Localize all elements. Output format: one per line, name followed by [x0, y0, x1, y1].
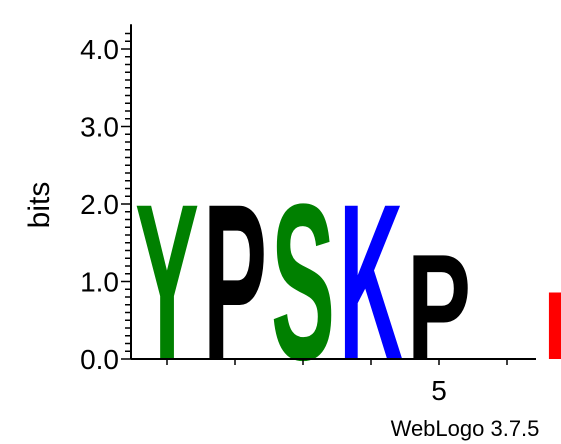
y-axis: 0.0 1.0 2.0 3.0 4.0: [80, 24, 132, 375]
y-tick-label: 2.0: [80, 189, 119, 220]
y-tick-label: 3.0: [80, 112, 119, 143]
logo-letter-p: P: [203, 159, 267, 407]
logo-letter-p: P: [407, 223, 471, 391]
y-tick-label: 1.0: [80, 267, 119, 298]
logo-letter-s: S: [271, 159, 335, 407]
y-axis-label: bits: [23, 182, 56, 229]
x-axis: 5: [131, 358, 536, 406]
letter-stacks: YPSKPD: [135, 158, 561, 407]
y-tick-label: 4.0: [80, 34, 119, 65]
x-tick-label: 5: [431, 375, 447, 406]
logo-letter-d: D: [543, 271, 561, 380]
y-tick-label: 0.0: [80, 344, 119, 375]
logo-letter-y: Y: [135, 159, 199, 407]
logo-letter-k: K: [339, 158, 403, 406]
weblogo-footer: WebLogo 3.7.5: [391, 416, 540, 441]
